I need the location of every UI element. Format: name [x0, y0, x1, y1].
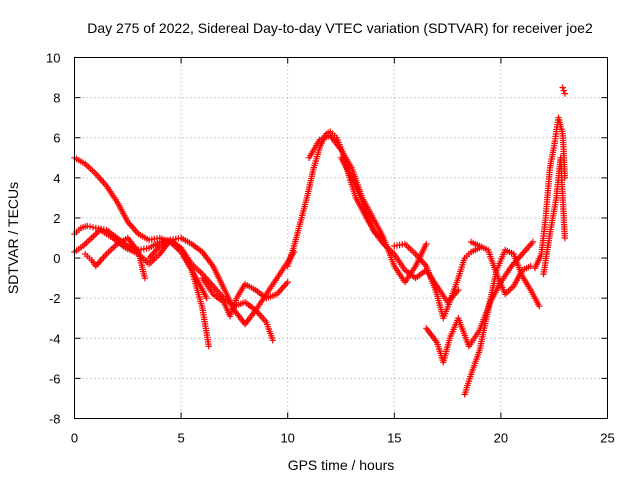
data-point [205, 343, 212, 350]
data-point [455, 286, 462, 294]
data-point [141, 274, 149, 282]
data-point [284, 278, 291, 286]
y-tick-label: 6 [53, 131, 60, 146]
series-arc-2 [71, 222, 212, 350]
series-arc-16 [540, 154, 569, 278]
series-arc-3 [71, 226, 185, 268]
series-arc-11 [391, 240, 483, 322]
series-arc-8 [284, 128, 385, 270]
data-point [269, 337, 276, 344]
y-tick-label: -8 [49, 412, 61, 427]
data-point [561, 234, 569, 242]
plot-frame [74, 57, 608, 419]
data-point [529, 238, 537, 246]
y-tick-label: -4 [49, 331, 61, 346]
chart-title: Day 275 of 2022, Sidereal Day-to-day VTE… [87, 20, 593, 36]
data-points [71, 84, 569, 398]
x-tick-label: 5 [177, 431, 184, 446]
data-point [423, 240, 430, 248]
y-tick-label: -6 [49, 371, 61, 386]
data-point [559, 84, 566, 91]
x-tick-label: 20 [494, 431, 508, 446]
y-tick-label: 10 [46, 51, 60, 66]
y-tick-labels: -8 -6 -4 -2 0 2 4 6 8 10 [46, 51, 60, 427]
y-tick-label: -2 [49, 291, 61, 306]
series-arc-7 [199, 274, 291, 320]
series-arc-1 [71, 154, 210, 302]
series-arc-14 [467, 238, 534, 298]
x-tick-label: 25 [600, 431, 614, 446]
data-point [89, 224, 97, 231]
series-arc-4 [82, 234, 149, 282]
data-point [560, 87, 567, 94]
series-arc-9 [305, 132, 430, 286]
data-point [561, 90, 569, 97]
y-tick-label: 0 [53, 251, 60, 266]
data-point [203, 295, 210, 302]
x-tick-label: 15 [387, 431, 401, 446]
x-axis-label: GPS time / hours [288, 457, 395, 473]
series-arc-17 [559, 84, 569, 97]
x-tick-labels: 0 5 10 15 20 25 [71, 431, 615, 446]
y-tick-label: 2 [53, 211, 60, 226]
x-tick-label: 0 [71, 431, 78, 446]
series-arc-10 [337, 154, 462, 306]
series-arc-13 [461, 246, 543, 398]
data-point [86, 223, 94, 230]
x-tick-label: 10 [280, 431, 294, 446]
data-point [536, 303, 543, 310]
y-axis-label: SDTVAR / TECUs [5, 182, 21, 294]
y-tick-label: 4 [53, 171, 60, 186]
y-tick-label: 8 [53, 91, 60, 106]
